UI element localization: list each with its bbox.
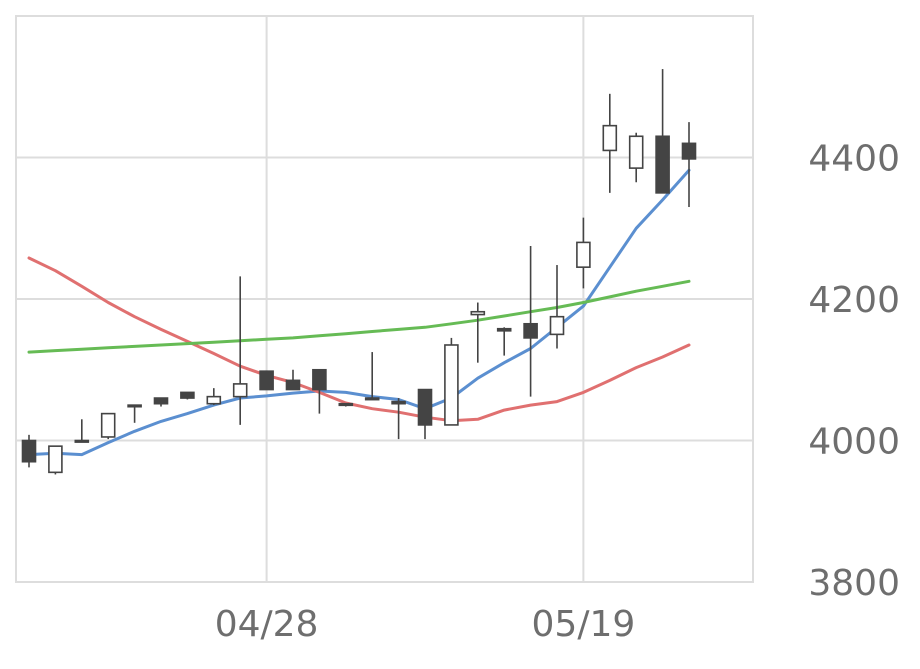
moving-average-lines — [27, 168, 691, 457]
y-tick-label-4400: 4400 — [808, 139, 900, 180]
moving-average-line-short — [27, 168, 691, 457]
candle-body — [127, 404, 142, 408]
x-tick-label-04-28: 04/28 — [215, 604, 319, 645]
candle-body — [206, 395, 222, 405]
candle-2 — [48, 445, 63, 475]
y-tick-label-4000: 4000 — [808, 422, 900, 463]
candle-26 — [681, 122, 697, 208]
candle-9 — [232, 276, 248, 425]
candle-1 — [21, 434, 37, 468]
candle-body — [602, 124, 618, 152]
candle-24 — [628, 132, 644, 183]
moving-average-line-long — [27, 279, 691, 354]
candle-17 — [444, 337, 459, 426]
x-axis-ticks: 04/28 05/19 — [215, 604, 636, 645]
candle-body — [628, 135, 644, 169]
candle-19 — [496, 327, 512, 356]
candle-body — [496, 327, 512, 332]
candle-body — [21, 439, 37, 463]
candle-body — [100, 412, 116, 438]
candle-body — [655, 135, 670, 194]
y-axis-ticks: 3800 4000 4200 4400 — [808, 139, 900, 605]
candle-25 — [655, 69, 670, 194]
candle-body — [417, 388, 433, 426]
x-tick-label-05-19: 05/19 — [532, 604, 636, 645]
grid-lines — [16, 16, 753, 582]
candle-12 — [312, 368, 327, 414]
candle-6 — [153, 397, 169, 407]
candle-body — [259, 370, 274, 391]
candle-body — [576, 241, 591, 268]
candle-body — [391, 400, 406, 405]
candle-body — [523, 322, 538, 339]
candle-13 — [338, 402, 354, 407]
moving-average-line-mid — [27, 256, 691, 423]
candle-body — [48, 445, 63, 474]
candle-22 — [576, 217, 591, 289]
candle-body — [312, 368, 327, 391]
candle-7 — [180, 391, 195, 400]
candle-body — [364, 397, 380, 401]
candle-16 — [417, 388, 433, 440]
candle-body — [285, 379, 301, 391]
candle-10 — [259, 370, 274, 391]
candle-14 — [364, 352, 380, 401]
plot-frame — [15, 15, 754, 583]
candle-21 — [549, 265, 565, 349]
candle-23 — [602, 93, 618, 193]
candle-20 — [523, 245, 538, 397]
candle-body — [470, 310, 486, 316]
candle-body — [180, 391, 195, 399]
candles — [21, 69, 697, 475]
candle-body — [153, 397, 169, 405]
candle-body — [549, 315, 565, 336]
candle-18 — [470, 302, 486, 363]
candle-11 — [285, 369, 301, 391]
candle-body — [74, 439, 90, 443]
candle-body — [232, 383, 248, 398]
candle-4 — [100, 412, 116, 440]
candle-3 — [74, 419, 90, 443]
candle-body — [444, 344, 459, 426]
y-tick-label-3800: 3800 — [808, 563, 900, 604]
candle-body — [681, 142, 697, 160]
candle-5 — [127, 404, 142, 423]
y-tick-label-4200: 4200 — [808, 280, 900, 321]
candle-15 — [391, 398, 406, 440]
candle-8 — [206, 388, 222, 406]
candle-body — [338, 402, 354, 407]
